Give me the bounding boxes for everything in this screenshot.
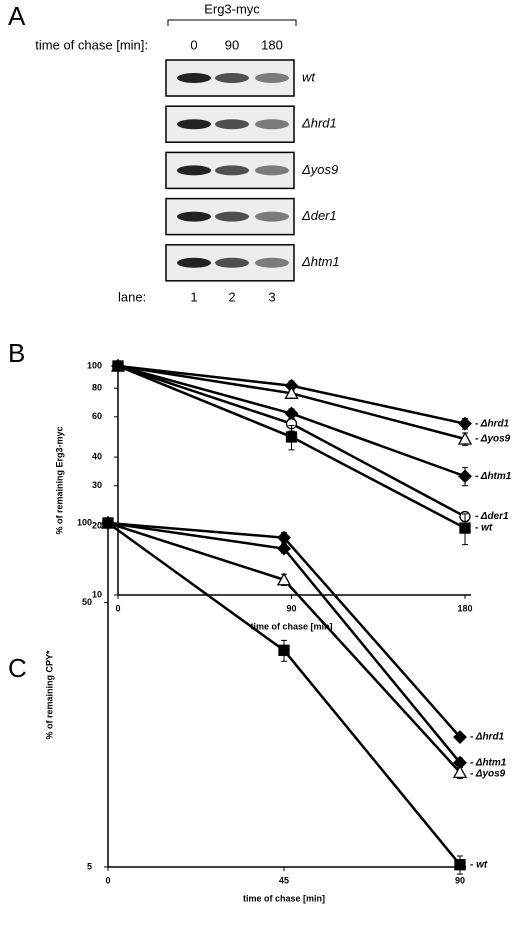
band xyxy=(177,165,211,176)
band xyxy=(255,257,289,268)
series-label: - wt xyxy=(475,523,493,534)
y-tick-label: 80 xyxy=(92,383,102,393)
series-label: - Δyos9 xyxy=(470,768,506,779)
band xyxy=(215,73,249,83)
marker xyxy=(458,416,472,431)
y-tick-label: 50 xyxy=(82,597,92,607)
band xyxy=(177,257,211,268)
series-label: - Δhrd1 xyxy=(475,418,510,429)
time-value: 90 xyxy=(225,37,239,52)
marker xyxy=(453,730,467,745)
band xyxy=(215,165,249,176)
y-tick-label: 100 xyxy=(77,517,92,527)
band xyxy=(215,211,249,222)
y-tick-label: 20 xyxy=(92,520,102,530)
y-tick-label: 30 xyxy=(92,480,102,490)
marker xyxy=(457,431,473,445)
marker xyxy=(454,859,466,871)
x-tick-label: 45 xyxy=(279,875,289,885)
marker xyxy=(277,541,291,556)
x-tick-label: 180 xyxy=(457,603,472,613)
series-label: - Δhtm1 xyxy=(475,471,512,482)
y-tick-label: 10 xyxy=(92,589,102,599)
y-axis-title: % of remaining Erg3-myc xyxy=(54,426,64,534)
panel-label: A xyxy=(8,1,26,31)
series-label: - Δyos9 xyxy=(475,434,511,445)
marker xyxy=(112,360,124,372)
marker xyxy=(452,765,468,779)
band xyxy=(177,211,211,222)
x-tick-label: 0 xyxy=(105,875,110,885)
y-tick-label: 60 xyxy=(92,411,102,421)
band xyxy=(215,257,249,268)
blot-header: Erg3-myc xyxy=(204,1,260,16)
marker xyxy=(278,644,290,656)
bracket xyxy=(167,19,297,26)
y-tick-label: 100 xyxy=(87,360,102,370)
blot-panel: 0 90 180 1 2 3 wt Δhrd1 Δyos9 Δder1 Δhtm1 xyxy=(165,37,340,304)
y-tick-label: 5 xyxy=(87,861,92,871)
series-label: - Δhtm1 xyxy=(470,757,507,768)
lane-number: 3 xyxy=(268,289,275,304)
lane-number: 2 xyxy=(228,289,235,304)
time-label: time of chase [min]: xyxy=(35,37,148,52)
band xyxy=(255,73,289,83)
y-axis-title: % of remaining CPY* xyxy=(44,650,54,740)
x-tick-label: 90 xyxy=(286,603,296,613)
band xyxy=(255,165,289,176)
strain-label: Δder1 xyxy=(301,208,337,223)
band xyxy=(177,73,211,83)
y-tick-label: 40 xyxy=(92,452,102,462)
x-axis-title: time of chase [min] xyxy=(250,621,332,631)
x-tick-label: 90 xyxy=(455,875,465,885)
panel-label: C xyxy=(8,653,27,683)
marker xyxy=(284,385,299,399)
marker xyxy=(459,522,471,534)
marker xyxy=(458,469,472,484)
series-label: - Δhrd1 xyxy=(470,732,505,743)
band xyxy=(215,119,249,130)
time-value: 0 xyxy=(190,37,197,52)
strain-label: Δyos9 xyxy=(301,162,338,177)
strain-label: Δhrd1 xyxy=(301,116,337,131)
band xyxy=(177,119,211,130)
lane-label: lane: xyxy=(118,289,146,304)
marker xyxy=(285,431,298,443)
time-value: 180 xyxy=(261,37,283,52)
x-tick-label: 0 xyxy=(115,603,120,613)
panel-label: B xyxy=(8,338,25,368)
strain-label: Δhtm1 xyxy=(301,254,340,269)
band xyxy=(255,119,289,130)
series-label: - Δder1 xyxy=(475,511,509,522)
lane-number: 1 xyxy=(190,289,197,304)
marker xyxy=(102,517,114,529)
x-axis-title: time of chase [min] xyxy=(243,893,325,903)
strain-label: wt xyxy=(302,69,316,84)
marker xyxy=(276,572,292,586)
charts: B 10 20 30 40 60 80 100 0 90 180 time of chase [min… xyxy=(8,338,512,904)
series-label: - wt xyxy=(470,859,488,870)
band xyxy=(255,211,289,222)
